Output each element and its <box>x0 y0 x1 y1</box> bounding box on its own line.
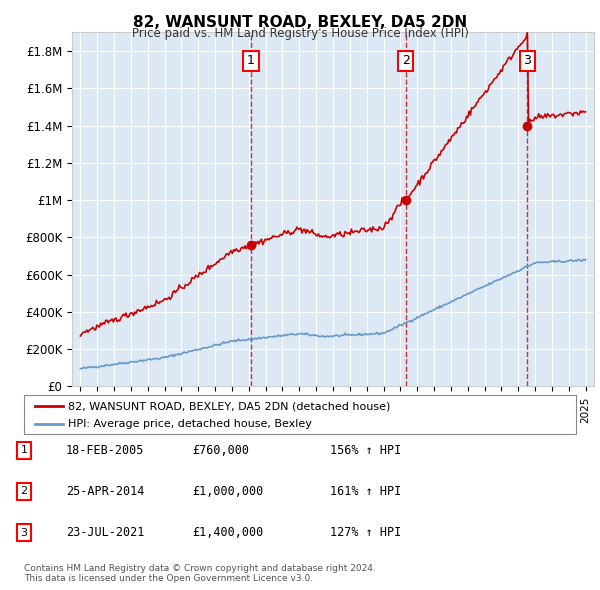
Text: £1,000,000: £1,000,000 <box>192 485 263 498</box>
Text: Contains HM Land Registry data © Crown copyright and database right 2024.
This d: Contains HM Land Registry data © Crown c… <box>24 563 376 583</box>
Text: 161% ↑ HPI: 161% ↑ HPI <box>330 485 401 498</box>
Text: 18-FEB-2005: 18-FEB-2005 <box>66 444 145 457</box>
Text: £760,000: £760,000 <box>192 444 249 457</box>
Text: HPI: Average price, detached house, Bexley: HPI: Average price, detached house, Bexl… <box>68 419 312 429</box>
Text: £1,400,000: £1,400,000 <box>192 526 263 539</box>
Text: 3: 3 <box>20 528 28 537</box>
Text: 1: 1 <box>247 54 255 67</box>
Text: 23-JUL-2021: 23-JUL-2021 <box>66 526 145 539</box>
Text: 82, WANSUNT ROAD, BEXLEY, DA5 2DN (detached house): 82, WANSUNT ROAD, BEXLEY, DA5 2DN (detac… <box>68 401 391 411</box>
Text: 2: 2 <box>402 54 410 67</box>
Text: 1: 1 <box>20 445 28 455</box>
Text: Price paid vs. HM Land Registry's House Price Index (HPI): Price paid vs. HM Land Registry's House … <box>131 27 469 40</box>
FancyBboxPatch shape <box>24 395 576 434</box>
Text: 156% ↑ HPI: 156% ↑ HPI <box>330 444 401 457</box>
Text: 82, WANSUNT ROAD, BEXLEY, DA5 2DN: 82, WANSUNT ROAD, BEXLEY, DA5 2DN <box>133 15 467 30</box>
Text: 25-APR-2014: 25-APR-2014 <box>66 485 145 498</box>
Text: 2: 2 <box>20 487 28 496</box>
Text: 3: 3 <box>524 54 532 67</box>
Text: 127% ↑ HPI: 127% ↑ HPI <box>330 526 401 539</box>
